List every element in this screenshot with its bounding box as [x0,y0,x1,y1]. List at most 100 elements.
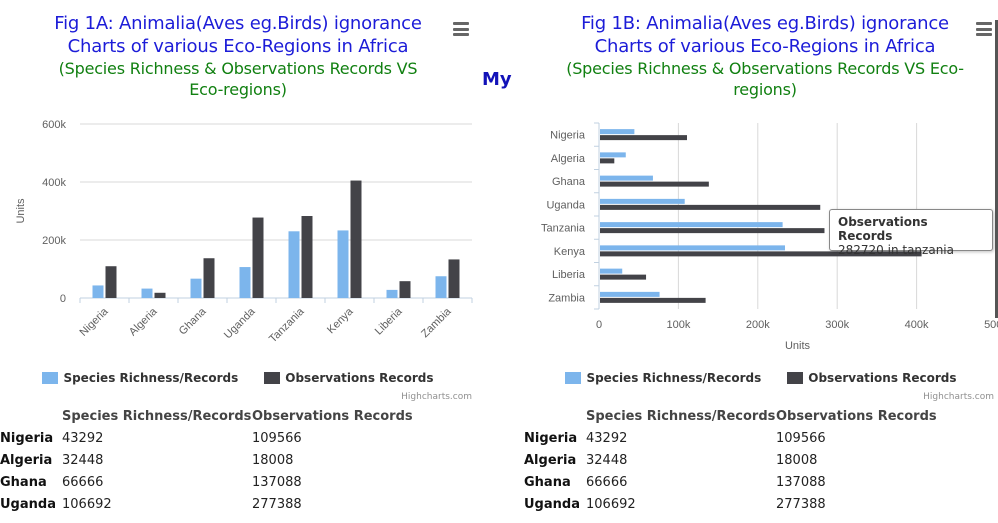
bar [301,216,313,298]
x-tick-label: Nigeria [77,305,111,339]
table-header: Observations Records [252,409,413,424]
bar [435,276,447,298]
y-tick-label: 400k [42,177,66,189]
legend: Species Richness/Records Observations Re… [0,371,476,385]
table-row: Algeria 32448 18008 [524,449,976,471]
legend-label: Species Richness/Records [63,371,239,385]
table-header: Observations Records [776,409,937,424]
legend-label: Species Richness/Records [586,371,762,385]
chart-svg-a: 0 200k 400k 600k Units Nigeria Algeria Ghana Uga… [15,119,473,345]
credits-link[interactable]: Highcharts.com [401,392,472,402]
bar [239,267,251,298]
x-tick-label: 100k [666,319,690,331]
table-corner [0,409,62,427]
row-label: Uganda [524,496,580,512]
table-cell: 43292 [62,430,104,446]
bar [600,245,786,251]
legend-symbol [42,372,59,384]
table-cell: 32448 [62,452,104,468]
x-tick-label: Zambia [419,305,454,340]
chart-subtitle: (Species Richness & Observations Records… [58,59,418,99]
chart-svg-b: 0 100k 200k 300k 400k 500k Units Nigeria Algeria… [541,122,998,352]
legend-item-observations[interactable]: Observations Records [787,371,957,385]
row-label: Ghana [524,474,571,490]
row-label: Nigeria [0,430,54,446]
table-row: Nigeria 43292 109566 [0,427,452,449]
y-tick-label: Ghana [552,176,586,188]
bar [600,198,685,204]
bar [600,291,660,297]
y-tick-label: Uganda [546,199,585,211]
bar [600,129,635,135]
x-tick-label: Ghana [177,305,209,337]
x-tick-label: Uganda [222,305,258,341]
legend-label: Observations Records [808,371,957,385]
y-tick-label: 0 [60,293,66,305]
bar [600,222,783,228]
data-table: Species Richness/Records Observations Re… [524,409,976,515]
table-row: Ghana 66666 137088 [524,471,976,493]
bar [600,181,709,187]
legend-item-species-richness[interactable]: Species Richness/Records [42,371,238,385]
legend-item-species-richness[interactable]: Species Richness/Records [565,371,761,385]
tooltip-value: 282720 in tanzania [838,243,954,257]
y-tick-label: Nigeria [550,130,586,142]
legend-item-observations[interactable]: Observations Records [264,371,434,385]
row-label: Algeria [0,452,53,468]
data-table: Species Richness/Records Observations Re… [0,409,452,515]
tooltip: Observations Records 282720 in tanzania [829,209,993,257]
x-tick-label: 500k [984,319,998,331]
bar [600,204,821,210]
table-cell: 66666 [586,474,628,490]
row-label: Uganda [0,496,56,512]
table-cell: 106692 [62,496,112,512]
menu-icon[interactable] [453,22,469,36]
bar [600,158,615,164]
table-row: Uganda 106692 277388 [524,493,976,515]
x-tick-label: Liberia [373,305,405,337]
y-tick-label: Zambia [548,292,586,304]
table-cell: 18008 [252,452,294,468]
row-label: Algeria [524,452,577,468]
bar [448,259,460,298]
bar [600,297,706,303]
bar [600,175,653,181]
bar [386,289,398,298]
table-cell: 43292 [586,430,628,446]
credits-link[interactable]: Highcharts.com [923,392,994,402]
y-tick-label: 600k [42,119,66,131]
y-tick-label: Tanzania [541,223,586,235]
table-header: Species Richness/Records [62,409,252,424]
scrollbar[interactable] [995,20,998,318]
legend-symbol [264,372,281,384]
table-cell: 137088 [252,474,302,490]
bar [190,278,202,298]
tooltip-series: Observations Records [838,215,928,243]
table-cell: 109566 [776,430,826,446]
bar [600,135,687,141]
bar [600,268,623,274]
bar [600,251,922,257]
x-tick-label: Algeria [127,305,160,338]
bar [288,231,300,298]
menu-icon[interactable] [976,22,992,36]
chart-panel-b: Fig 1B: Animalia(Aves eg.Birds) ignoranc… [524,0,998,523]
bar [600,274,647,280]
chart-title: Fig 1B: Animalia(Aves eg.Birds) ignoranc… [581,13,949,57]
x-tick-label: 200k [746,319,770,331]
table-cell: 66666 [62,474,104,490]
table-row: Uganda 106692 277388 [0,493,452,515]
y-axis-title: Units [15,198,27,224]
table-corner [524,409,586,427]
x-tick-label: 0 [596,319,602,331]
row-label: Nigeria [524,430,578,446]
table-cell: 109566 [252,430,302,446]
bar [252,217,264,298]
table-cell: 277388 [776,496,826,512]
bar [154,292,166,298]
table-cell: 106692 [586,496,636,512]
x-tick-label: 400k [905,319,929,331]
chart-panel-a: Fig 1A: Animalia(Aves eg.Birds) ignoranc… [0,0,476,523]
table-cell: 277388 [252,496,302,512]
legend: Species Richness/Records Observations Re… [524,371,998,385]
